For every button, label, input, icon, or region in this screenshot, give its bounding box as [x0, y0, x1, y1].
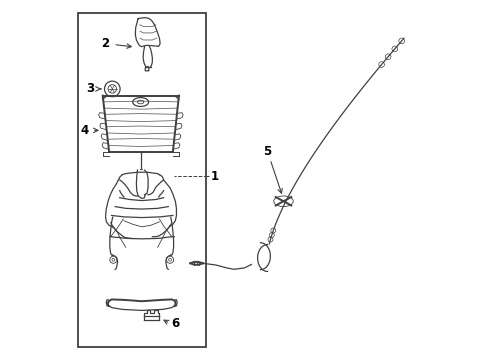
Text: 3: 3 [86, 82, 94, 95]
Text: 4: 4 [80, 124, 88, 137]
Text: 1: 1 [210, 170, 218, 183]
Text: 6: 6 [171, 317, 179, 330]
Bar [78, 13, 205, 347]
Text: 2: 2 [102, 37, 109, 50]
Text: 5: 5 [263, 145, 271, 158]
